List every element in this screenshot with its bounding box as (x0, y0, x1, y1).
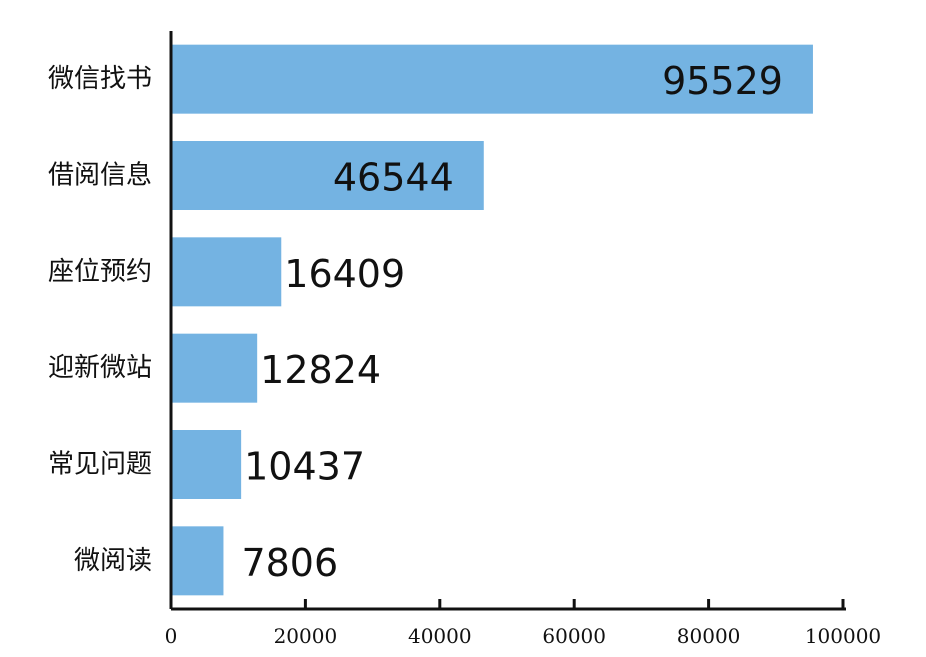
x-tick-label: 60000 (542, 624, 606, 648)
category-label: 迎新微站 (48, 353, 152, 383)
bar (171, 333, 258, 403)
value-label: 12824 (260, 348, 381, 392)
x-tick-label: 40000 (408, 624, 472, 648)
value-label: 7806 (241, 541, 338, 585)
value-labels: 95529 46544 16409 12824 10437 7806 (241, 59, 782, 585)
x-tick-label: 100000 (805, 624, 881, 648)
x-tick-label: 20000 (274, 624, 338, 648)
x-tick-label: 80000 (677, 624, 741, 648)
value-label: 16409 (284, 252, 405, 296)
value-label: 46544 (333, 156, 454, 200)
category-label: 微阅读 (74, 546, 152, 576)
x-tick-label: 0 (165, 624, 178, 648)
bar (171, 44, 813, 114)
value-label: 95529 (662, 59, 783, 103)
category-label: 借阅信息 (48, 161, 152, 191)
bar (171, 430, 242, 499)
value-label: 10437 (244, 445, 365, 489)
bars-group (171, 44, 813, 596)
category-label: 座位预约 (48, 257, 152, 287)
bar (171, 141, 484, 210)
bar (171, 526, 224, 596)
category-label: 微信找书 (48, 64, 152, 94)
category-label: 常见问题 (48, 450, 152, 480)
bar (171, 237, 282, 307)
x-axis-ticks: 0 20000 40000 60000 80000 100000 (165, 599, 881, 648)
